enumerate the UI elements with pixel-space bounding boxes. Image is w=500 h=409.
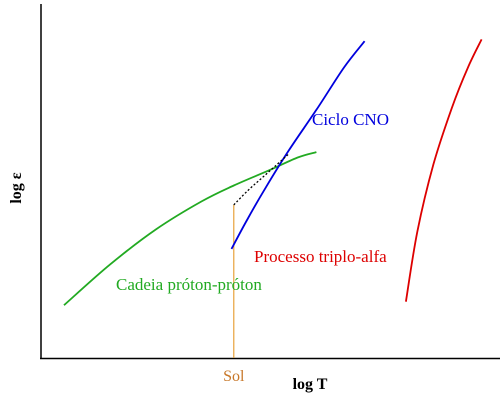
series-label-triple-alpha: Processo triplo-alfa — [254, 247, 387, 266]
transition-dotted-curve — [233, 153, 290, 206]
series-line-triple-alpha — [405, 39, 483, 302]
x-axis-title: log T — [293, 376, 328, 393]
y-axis-title: log ε — [8, 172, 25, 203]
series-line-cno-cycle — [230, 40, 366, 250]
sun-marker: Sol — [223, 204, 245, 385]
series-line-proton-proton — [63, 151, 317, 306]
sun-label: Sol — [223, 368, 245, 385]
axes — [40, 4, 500, 360]
series-label-cno-cycle: Ciclo CNO — [312, 110, 389, 129]
series-labels: Cadeia próton-próton Ciclo CNO Processo … — [116, 110, 389, 294]
series-label-proton-proton: Cadeia próton-próton — [116, 275, 262, 294]
series-layer — [63, 39, 483, 306]
